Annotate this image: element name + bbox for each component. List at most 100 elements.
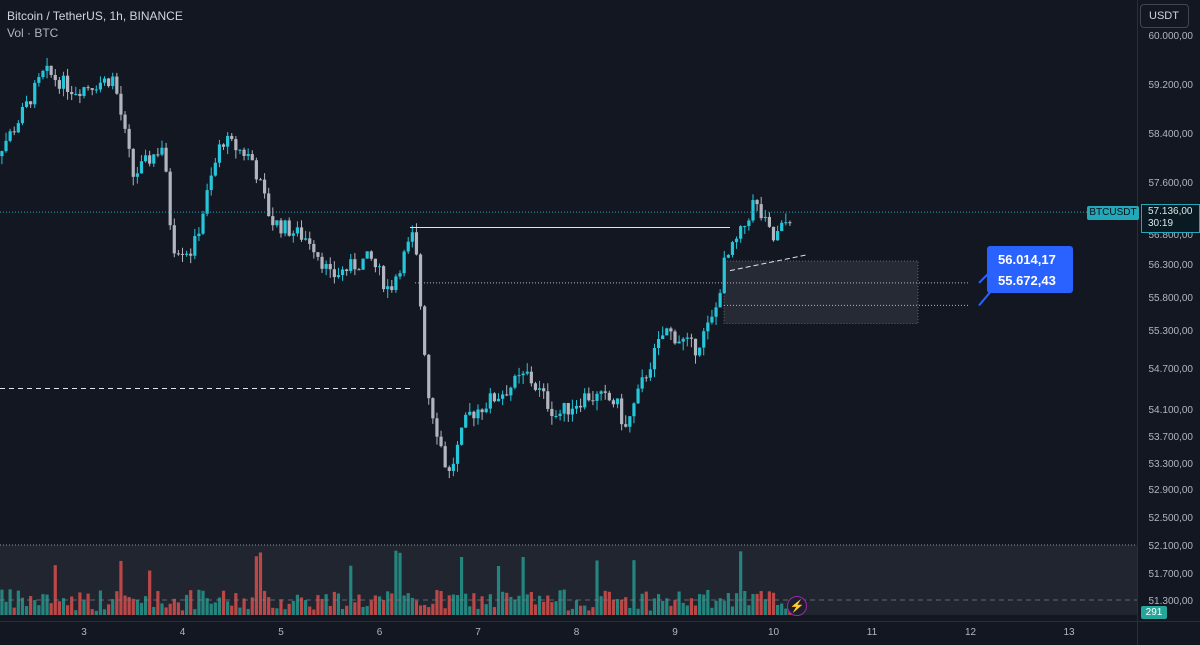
price-tick-label: 57.600,00 — [1149, 178, 1194, 189]
candle-body — [205, 190, 209, 214]
candle-body — [304, 238, 308, 240]
volume-bar — [570, 608, 574, 615]
candle-body — [533, 383, 538, 390]
last-price-value: 57.136,00 — [1148, 206, 1193, 217]
volume-bar — [554, 601, 558, 615]
volume-bar — [603, 590, 607, 615]
volume-bar — [332, 591, 336, 615]
volume-bar — [652, 598, 657, 615]
price-tick-label: 51.300,00 — [1149, 596, 1194, 607]
volume-bar — [267, 597, 271, 615]
candle-body — [451, 463, 455, 471]
volume-bar — [480, 596, 484, 615]
candle-body — [148, 155, 152, 164]
volume-bar — [107, 604, 111, 615]
candle-body — [542, 388, 546, 392]
candle-body — [107, 78, 111, 87]
volume-bar — [254, 556, 258, 615]
volume-bar — [439, 590, 443, 615]
volume-bar — [316, 595, 320, 615]
candle-body — [443, 446, 447, 468]
volume-bar — [143, 596, 148, 615]
volume-bar — [111, 599, 115, 615]
candle-body — [57, 80, 61, 89]
candle-body — [226, 135, 230, 147]
candle-body — [16, 123, 20, 133]
volume-bar — [685, 605, 689, 615]
candle-body — [702, 331, 706, 348]
candle-body — [423, 306, 427, 355]
volume-bar — [345, 605, 349, 615]
volume-bar — [599, 596, 603, 615]
candle-body — [496, 398, 501, 402]
candle-body — [521, 373, 525, 376]
time-axis[interactable]: 3 4 5 6 7 8 9 10 11 12 13 — [0, 621, 1200, 639]
price-tick-label: 60.000,00 — [1149, 31, 1194, 42]
volume-bar — [542, 601, 546, 615]
candle-body — [698, 347, 702, 356]
volume-bar — [714, 600, 718, 615]
candle-body — [20, 106, 25, 124]
candle-body — [234, 139, 238, 151]
price-axis[interactable]: 60.000,00 59.200,00 58.400,00 57.600,00 56.8… — [1137, 0, 1194, 645]
candle-body — [427, 354, 431, 399]
candle-body — [583, 393, 587, 408]
candle-body — [345, 269, 349, 272]
candle-body — [131, 148, 135, 177]
symbol-tag: BTCUSDT — [1087, 206, 1139, 220]
volume-bar — [382, 599, 386, 615]
zone-layer — [0, 260, 1137, 615]
price-callout[interactable]: 56.014,17 55.672,43 — [987, 246, 1073, 293]
candle-body — [279, 220, 283, 234]
candle-body — [230, 135, 234, 140]
volume-bar — [189, 590, 193, 615]
candles-layer — [0, 57, 792, 479]
volume-bar — [279, 599, 283, 615]
candle-body — [197, 233, 201, 237]
volume-bar — [299, 597, 304, 615]
volume-bar — [755, 593, 759, 615]
candle-body — [525, 371, 529, 374]
currency-button[interactable]: USDT — [1140, 4, 1189, 28]
volume-bar — [628, 607, 632, 615]
volume-bar — [57, 601, 61, 615]
volume-bar — [739, 551, 743, 615]
volume-bar — [242, 598, 246, 615]
candle-body — [718, 293, 722, 308]
candle-body — [771, 226, 776, 241]
volume-bar — [730, 606, 735, 615]
volume-bar — [767, 591, 771, 615]
candle-body — [189, 253, 193, 256]
candle-body — [558, 413, 562, 416]
lightning-icon[interactable]: ⚡ — [787, 596, 807, 616]
candle-body — [164, 147, 168, 172]
candle-body — [414, 232, 419, 255]
volume-bar — [238, 607, 242, 615]
volume-bar — [340, 608, 345, 615]
volume-bar — [722, 600, 726, 615]
price-tick-label: 53.300,00 — [1149, 459, 1194, 470]
volume-bar — [648, 610, 652, 615]
volume-bar — [94, 610, 98, 615]
volume-bar — [611, 599, 616, 615]
trend-line — [729, 254, 807, 272]
candle-body — [554, 415, 558, 417]
volume-bar — [669, 605, 673, 615]
candle-body — [587, 393, 591, 401]
candle-body — [665, 328, 669, 336]
candle-body — [743, 225, 747, 227]
candle-body — [312, 243, 316, 253]
candle-body — [377, 266, 382, 268]
candle-body — [193, 236, 197, 256]
volume-bar — [759, 591, 763, 615]
candle-body — [730, 242, 735, 255]
volume-bar — [447, 595, 451, 615]
candle-body — [332, 269, 336, 278]
time-tick-label: 7 — [475, 627, 481, 638]
time-tick-label: 9 — [672, 627, 678, 638]
candle-body — [402, 251, 406, 274]
price-tick-label: 58.400,00 — [1149, 129, 1194, 140]
candle-body — [431, 398, 435, 419]
volume-bar — [776, 605, 780, 615]
